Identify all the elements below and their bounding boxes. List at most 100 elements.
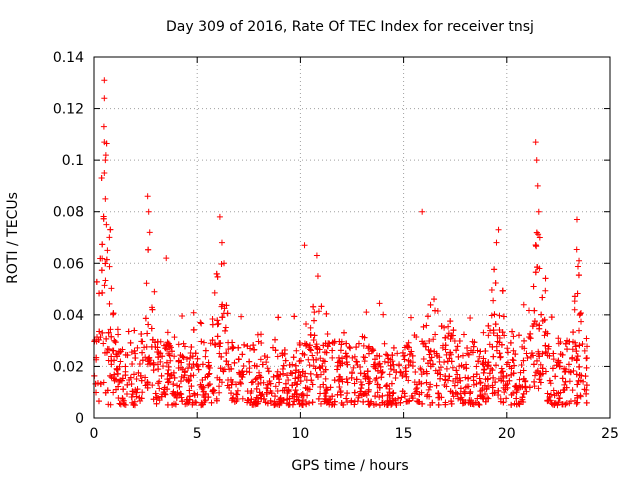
data-point <box>531 307 538 314</box>
data-point <box>206 370 213 377</box>
data-point <box>509 356 516 363</box>
data-point <box>401 356 408 363</box>
data-point <box>297 372 304 379</box>
data-point <box>387 362 394 369</box>
data-point <box>247 345 254 352</box>
data-point <box>480 361 487 368</box>
data-point <box>404 343 411 350</box>
data-point <box>251 362 258 369</box>
data-point <box>583 335 590 342</box>
data-point <box>500 399 507 406</box>
data-point <box>448 400 455 407</box>
data-point <box>533 229 540 236</box>
data-point <box>442 342 449 349</box>
data-point <box>199 377 206 384</box>
data-point <box>144 330 151 337</box>
data-point <box>485 322 492 329</box>
data-point <box>216 376 223 383</box>
data-point <box>555 340 562 347</box>
data-point <box>284 396 291 403</box>
data-point <box>171 353 178 360</box>
data-point <box>574 394 581 401</box>
data-point <box>442 401 449 408</box>
y-tick-label: 0.04 <box>53 308 84 324</box>
data-point <box>202 347 209 354</box>
data-point <box>303 321 310 328</box>
data-point <box>547 380 554 387</box>
data-point <box>583 399 590 406</box>
data-point <box>162 345 169 352</box>
data-point <box>165 363 172 370</box>
data-point <box>149 336 156 343</box>
data-point <box>564 346 571 353</box>
data-point <box>334 366 341 373</box>
data-point <box>250 346 257 353</box>
data-point <box>469 401 476 408</box>
data-point <box>329 354 336 361</box>
data-point <box>376 300 383 307</box>
data-point <box>351 353 358 360</box>
data-point <box>279 350 286 357</box>
data-point <box>152 390 159 397</box>
data-point <box>542 328 549 335</box>
data-point <box>492 280 499 287</box>
data-point <box>183 400 190 407</box>
data-point <box>520 390 527 397</box>
data-point <box>103 335 110 342</box>
data-point <box>229 345 236 352</box>
data-point <box>446 355 453 362</box>
data-point <box>532 269 539 276</box>
data-point <box>386 394 393 401</box>
data-point <box>460 331 467 338</box>
data-point <box>445 323 452 330</box>
data-point <box>150 396 157 403</box>
data-point <box>522 384 529 391</box>
data-point <box>489 343 496 350</box>
data-point <box>576 342 583 349</box>
data-point <box>447 388 454 395</box>
data-point <box>490 374 497 381</box>
data-point <box>218 260 225 267</box>
data-point <box>475 400 482 407</box>
data-point <box>306 342 313 349</box>
data-point <box>277 371 284 378</box>
data-point <box>374 389 381 396</box>
data-point <box>98 174 105 181</box>
data-point <box>94 334 101 341</box>
data-point <box>449 332 456 339</box>
data-point <box>573 348 580 355</box>
y-tick-label: 0.14 <box>53 50 84 66</box>
data-point <box>451 382 458 389</box>
data-point <box>526 334 533 341</box>
data-point <box>130 371 137 378</box>
data-point <box>495 226 502 233</box>
data-point <box>229 339 236 346</box>
data-point <box>257 356 264 363</box>
data-point <box>385 355 392 362</box>
data-point <box>318 400 325 407</box>
data-point <box>234 395 241 402</box>
data-point <box>521 337 528 344</box>
data-point <box>131 402 138 409</box>
data-point <box>494 332 501 339</box>
data-point <box>527 353 534 360</box>
data-point <box>492 321 499 328</box>
data-point <box>343 340 350 347</box>
data-point <box>311 317 318 324</box>
data-point <box>107 326 114 333</box>
data-point <box>576 327 583 334</box>
data-point <box>133 389 140 396</box>
data-point <box>364 368 371 375</box>
data-point <box>186 393 193 400</box>
data-point <box>163 255 170 262</box>
data-point <box>423 379 430 386</box>
data-point <box>431 296 438 303</box>
data-point <box>557 350 564 357</box>
data-point <box>500 313 507 320</box>
data-point <box>255 380 262 387</box>
data-point <box>304 392 311 399</box>
data-point <box>108 333 115 340</box>
data-point <box>265 368 272 375</box>
data-point <box>285 377 292 384</box>
data-point <box>321 358 328 365</box>
